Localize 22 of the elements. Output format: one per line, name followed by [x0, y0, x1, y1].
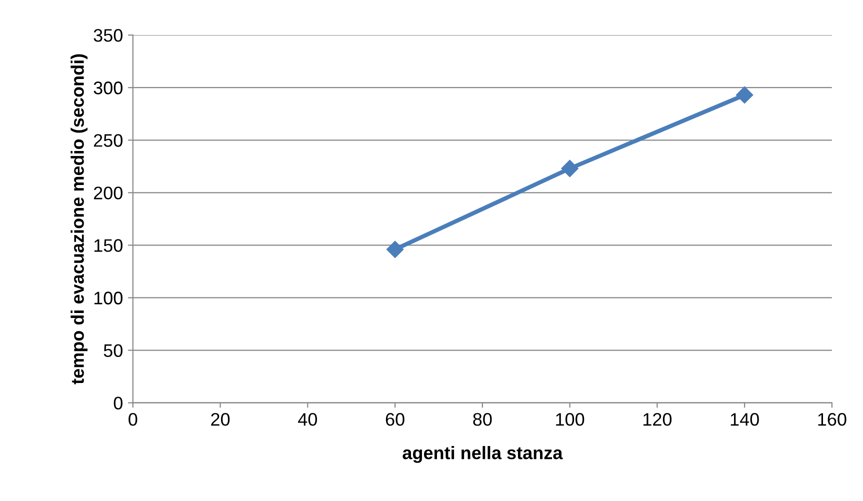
y-tick-label: 300 [94, 82, 122, 94]
x-tick-label: 40 [298, 413, 317, 426]
y-tick-label: 250 [94, 134, 122, 147]
y-tick-label: 50 [104, 344, 122, 357]
point [386, 240, 404, 258]
y-tick-label: 150 [94, 239, 122, 252]
y-axis-title: tempo di evacuazione medio (secondi) [70, 54, 88, 384]
x-tick-label: 20 [211, 413, 230, 426]
x-tick-label: 100 [556, 413, 584, 426]
y-tick-label: 200 [94, 186, 122, 200]
x-axis-title: agenti nella stanza [402, 446, 563, 463]
x-tick-label: 80 [473, 413, 492, 426]
x-tick-label: 120 [643, 413, 672, 426]
y-tick-label: 350 [94, 29, 122, 42]
point [736, 86, 754, 104]
x-tick-label: 0 [128, 413, 138, 426]
x-tick-label: 60 [386, 413, 404, 426]
y-tick-label: 100 [94, 292, 122, 304]
x-tick-label: 160 [818, 413, 846, 426]
point [561, 160, 578, 178]
y-tick-label: 0 [114, 396, 122, 410]
x-tick-label: 140 [730, 413, 759, 426]
